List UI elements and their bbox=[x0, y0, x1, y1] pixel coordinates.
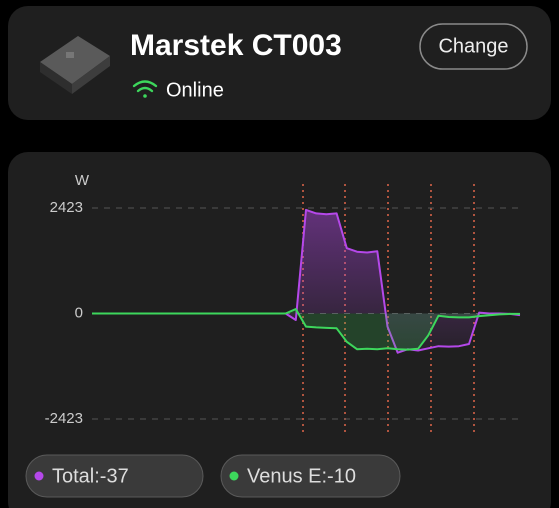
series-area bbox=[92, 209, 520, 353]
legend-pill bbox=[220, 454, 401, 498]
device-status: Online bbox=[166, 79, 224, 101]
y-tick-label: 2423 bbox=[50, 199, 83, 216]
y-axis-label: W bbox=[75, 172, 90, 189]
series-area bbox=[92, 309, 520, 350]
wifi-icon bbox=[132, 80, 158, 98]
legend-swatch bbox=[229, 471, 239, 481]
legend-label: Total:-37 bbox=[52, 465, 129, 487]
legend-swatch bbox=[34, 471, 44, 481]
device-icon bbox=[40, 36, 110, 94]
legend-label: Venus E:-10 bbox=[247, 465, 356, 487]
device-name: Marstek CT003 bbox=[130, 29, 342, 62]
legend-pill bbox=[25, 454, 204, 498]
y-tick-label: -2423 bbox=[45, 410, 83, 427]
change-button-label[interactable]: Change bbox=[438, 35, 508, 57]
change-button[interactable] bbox=[419, 23, 528, 70]
device-card bbox=[8, 6, 551, 120]
y-tick-label: 0 bbox=[75, 304, 83, 321]
series-line bbox=[92, 308, 520, 351]
